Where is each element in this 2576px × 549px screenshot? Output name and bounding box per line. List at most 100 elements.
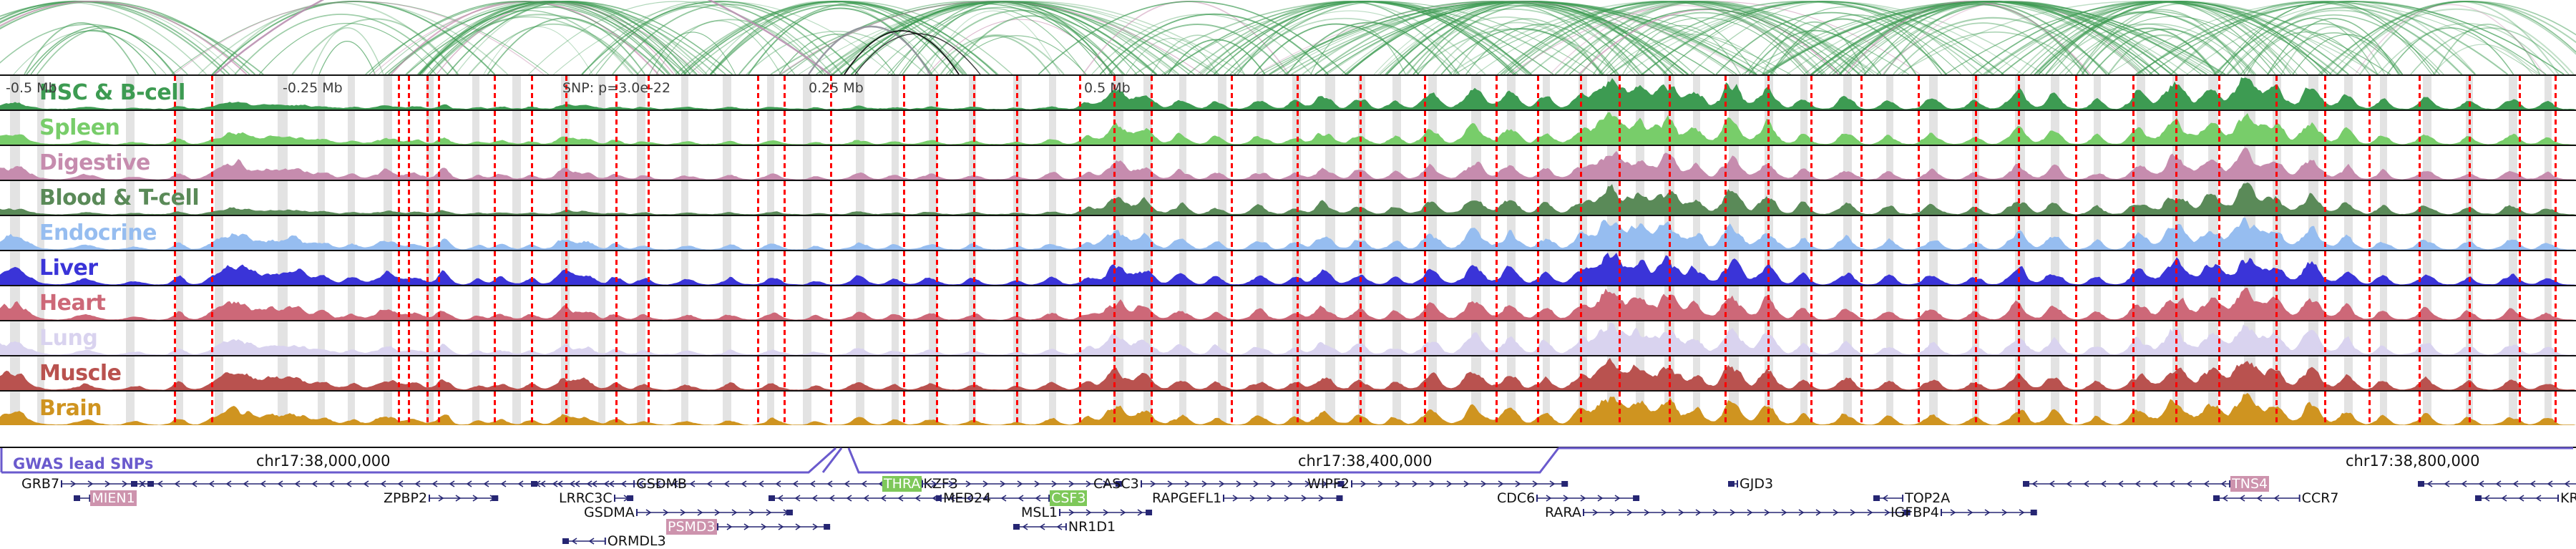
gene-model-thra bbox=[922, 479, 1123, 489]
gene-label-zpbp2: ZPBP2 bbox=[384, 490, 428, 506]
gene-smarce1[interactable]: SMARCE1 bbox=[2418, 477, 2576, 491]
coverage-track-endocrine[interactable]: Endocrine bbox=[0, 216, 2576, 251]
snp-marker-lines bbox=[0, 356, 2576, 390]
snp-marker-lines bbox=[0, 76, 2576, 110]
gene-label-med24: MED24 bbox=[943, 490, 992, 506]
axis-tick-2: 0.25 Mb bbox=[809, 80, 864, 96]
gene-rapgefl1[interactable]: RAPGEFL1 bbox=[1151, 490, 1344, 506]
gene-label-gsdma: GSDMA bbox=[584, 505, 635, 520]
coverage-signal bbox=[0, 358, 2576, 390]
gene-model-med24 bbox=[936, 493, 942, 503]
gene-krt222[interactable]: KRT222 bbox=[2475, 490, 2576, 506]
gene-model-lrrc3c bbox=[613, 493, 634, 503]
coverage-signal bbox=[0, 112, 2576, 145]
coverage-track-digestive[interactable]: Digestive bbox=[0, 146, 2576, 181]
gene-label-krt222: KRT222 bbox=[2560, 490, 2576, 506]
gene-model-nr1d1 bbox=[1013, 522, 1067, 532]
gene-label-top2a: TOP2A bbox=[1905, 490, 1951, 506]
snp-marker-lines bbox=[0, 216, 2576, 250]
gene-model-ormdl3 bbox=[562, 536, 606, 546]
gene-model-cdc6 bbox=[1536, 493, 1640, 503]
gene-zpbp2[interactable]: ZPBP2 bbox=[382, 490, 499, 506]
gene-model-gsdma bbox=[635, 507, 794, 518]
gene-model-smarce1 bbox=[2418, 479, 2576, 489]
gene-label-mien1: MIEN1 bbox=[90, 490, 137, 506]
gene-label-tns4: TNS4 bbox=[2230, 476, 2270, 492]
gene-label-gsdmb: GSDMB bbox=[636, 476, 687, 492]
gene-msl1[interactable]: MSL1 bbox=[1020, 505, 1153, 520]
snp-marker-lines bbox=[0, 181, 2576, 215]
coverage-signal bbox=[0, 218, 2576, 250]
gene-model-ikzf3 bbox=[131, 479, 918, 489]
coverage-track-blood-t-cell[interactable]: Blood & T-cell bbox=[0, 181, 2576, 216]
gene-annotation-panel: GRB7 MIEN1 IKZF3 ZPBP2 GSDMB LRRC3C GSDMA PSMD3… bbox=[0, 476, 2576, 549]
gene-label-rara: RARA bbox=[1545, 505, 1581, 520]
gene-model-casc3 bbox=[1140, 479, 1345, 489]
gene-rara[interactable]: RARA bbox=[1543, 505, 1911, 520]
gene-label-rapgefl1: RAPGEFL1 bbox=[1152, 490, 1222, 506]
gene-label-lrrc3c: LRRC3C bbox=[559, 490, 613, 506]
snp-marker-lines bbox=[0, 146, 2576, 180]
gene-tns4[interactable]: TNS4 bbox=[2023, 476, 2270, 492]
gene-igfbp4[interactable]: IGFBP4 bbox=[1889, 505, 2038, 520]
gene-ormdl3[interactable]: ORMDL3 bbox=[562, 533, 668, 549]
coverage-track-liver[interactable]: Liver bbox=[0, 251, 2576, 286]
coverage-track-hsc-b-cell[interactable]: HSC & B-cell bbox=[0, 76, 2576, 111]
coverage-track-muscle[interactable]: Muscle bbox=[0, 356, 2576, 392]
gene-cdc6[interactable]: CDC6 bbox=[1496, 490, 1640, 506]
gene-top2a[interactable]: TOP2A bbox=[1873, 490, 1951, 506]
gene-psmd3[interactable]: PSMD3 bbox=[666, 519, 831, 535]
gene-model-rapgefl1 bbox=[1223, 493, 1343, 503]
gene-wipf2[interactable]: WIPF2 bbox=[1306, 476, 1568, 492]
interaction-arcs-panel bbox=[0, 0, 2576, 74]
gene-model-gsdmb bbox=[531, 479, 635, 489]
coverage-track-heart[interactable]: Heart bbox=[0, 286, 2576, 321]
gene-model-msl1 bbox=[1059, 507, 1153, 518]
gene-model-igfbp4 bbox=[1940, 507, 2038, 518]
gene-label-csf3: CSF3 bbox=[1050, 490, 1088, 506]
gene-thra[interactable]: THRA bbox=[882, 476, 1123, 492]
gene-ccr7[interactable]: CCR7 bbox=[2213, 490, 2341, 506]
gene-gjd3[interactable]: GJD3 bbox=[1728, 476, 1775, 492]
gene-label-igfbp4: IGFBP4 bbox=[1890, 505, 1939, 520]
gene-model-top2a bbox=[1873, 493, 1904, 503]
gene-label-psmd3: PSMD3 bbox=[666, 519, 717, 535]
gene-med24[interactable]: MED24 bbox=[936, 490, 992, 506]
gene-model-rara bbox=[1582, 507, 1911, 518]
coord-label-mid: chr17:38,400,000 bbox=[1298, 452, 1433, 470]
arcs-svg bbox=[0, 0, 2576, 74]
coverage-signal bbox=[0, 183, 2576, 215]
gene-model-tns4 bbox=[2023, 479, 2231, 489]
gene-gsdma[interactable]: GSDMA bbox=[582, 505, 794, 520]
coverage-signal bbox=[0, 77, 2576, 110]
gene-model-krt222 bbox=[2475, 493, 2559, 503]
gene-csf3[interactable]: CSF3 bbox=[769, 490, 1088, 506]
gene-label-ormdl3: ORMDL3 bbox=[607, 533, 666, 549]
gene-casc3[interactable]: CASC3 bbox=[1092, 476, 1345, 492]
gene-label-nr1d1: NR1D1 bbox=[1068, 519, 1116, 535]
gene-model-gjd3 bbox=[1728, 479, 1739, 489]
gene-gsdmb[interactable]: GSDMB bbox=[531, 476, 688, 492]
gene-label-ccr7: CCR7 bbox=[2301, 490, 2339, 506]
coverage-signal bbox=[0, 323, 2576, 355]
coverage-signal bbox=[0, 147, 2576, 180]
coverage-track-brain[interactable]: Brain bbox=[0, 392, 2576, 425]
gwas-panel-title: GWAS lead SNPs bbox=[13, 455, 154, 472]
coverage-track-spleen[interactable]: Spleen bbox=[0, 111, 2576, 146]
snp-marker-lines bbox=[0, 321, 2576, 355]
snp-marker-lines bbox=[0, 251, 2576, 285]
axis-tick-3: 0.5 Mb bbox=[1084, 80, 1131, 96]
snp-marker-lines bbox=[0, 111, 2576, 145]
gene-model-zpbp2 bbox=[429, 493, 499, 503]
snp-pvalue-annotation: SNP: p=3.0e-22 bbox=[562, 80, 671, 96]
coord-label-end: chr17:38,800,000 bbox=[2346, 452, 2480, 470]
gene-lrrc3c[interactable]: LRRC3C bbox=[557, 490, 634, 506]
snp-marker-lines bbox=[0, 286, 2576, 320]
gene-mien1[interactable]: MIEN1 bbox=[74, 490, 137, 506]
gene-nr1d1[interactable]: NR1D1 bbox=[1013, 519, 1117, 535]
gene-label-msl1: MSL1 bbox=[1021, 505, 1058, 520]
gene-label-thra: THRA bbox=[882, 476, 922, 492]
axis-tick-0: -0.5 Mb bbox=[6, 80, 57, 96]
coverage-track-lung[interactable]: Lung bbox=[0, 321, 2576, 356]
